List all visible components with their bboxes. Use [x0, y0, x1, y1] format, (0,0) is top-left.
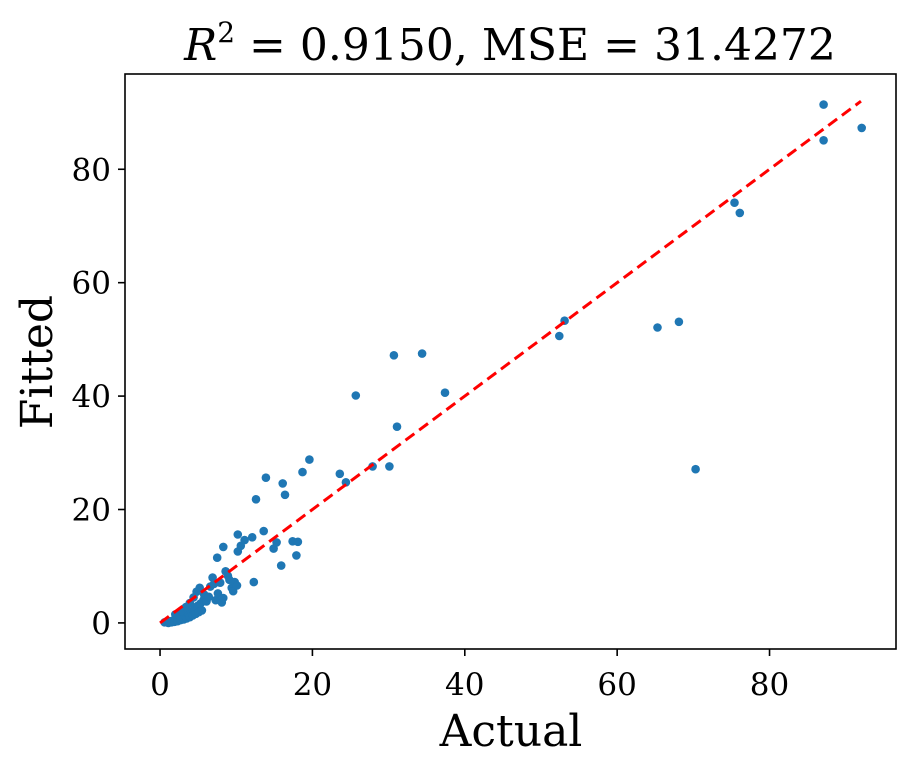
- x-axis-label: Actual: [439, 706, 583, 757]
- reference-line: [159, 100, 862, 625]
- data-point-56: [240, 535, 249, 545]
- data-point-59: [251, 495, 261, 504]
- title-r-symbol: R: [183, 20, 217, 71]
- data-point-24: [197, 606, 207, 615]
- data-point-52: [219, 542, 228, 552]
- data-point-57: [247, 533, 257, 542]
- plot-area: [159, 100, 866, 628]
- data-point-87: [735, 208, 745, 218]
- data-point-35: [204, 592, 214, 602]
- data-point-60: [259, 526, 269, 536]
- data-point-77: [389, 351, 399, 360]
- data-point-84: [674, 317, 684, 327]
- data-point-90: [857, 123, 866, 133]
- axis-ticks: 0 20 40 60 80 0 20 40 60 80: [72, 152, 790, 703]
- data-point-58: [249, 577, 259, 587]
- data-point-51: [212, 553, 222, 562]
- data-point-86: [730, 198, 739, 207]
- data-point-79: [417, 349, 427, 358]
- title-metrics: = 0.9150, MSE = 31.4272: [235, 20, 836, 71]
- data-point-85: [691, 464, 700, 474]
- y-tick-label: 20: [72, 493, 111, 529]
- title-r-exponent: 2: [217, 16, 235, 49]
- data-point-63: [272, 538, 281, 547]
- data-point-69: [293, 537, 303, 547]
- data-point-43: [219, 593, 228, 603]
- y-tick-label: 0: [91, 606, 111, 642]
- data-point-53: [233, 530, 243, 539]
- data-point-50: [232, 581, 242, 590]
- x-tick-label: 40: [445, 667, 484, 703]
- data-point-81: [555, 331, 564, 341]
- y-tick-label: 40: [72, 379, 111, 415]
- data-point-61: [261, 473, 271, 483]
- data-point-71: [305, 455, 314, 464]
- data-point-70: [298, 467, 307, 477]
- x-tick-label: 20: [293, 667, 332, 703]
- x-tick-label: 80: [750, 667, 789, 703]
- data-point-66: [280, 490, 290, 500]
- data-point-83: [653, 323, 662, 332]
- data-point-78: [392, 422, 402, 432]
- data-point-88: [819, 100, 828, 109]
- data-point-74: [351, 391, 361, 400]
- data-point-64: [276, 561, 286, 570]
- data-point-76: [385, 462, 394, 471]
- data-point-72: [335, 469, 345, 479]
- data-point-68: [292, 551, 301, 560]
- plot-frame: [124, 73, 897, 650]
- data-point-89: [819, 136, 828, 145]
- y-tick-label: 60: [72, 266, 111, 302]
- x-tick-label: 60: [597, 667, 636, 703]
- y-axis-label: Fitted: [12, 295, 63, 429]
- x-tick-label: 0: [150, 667, 170, 703]
- y-tick-label: 80: [72, 152, 111, 188]
- data-point-80: [440, 388, 450, 398]
- data-point-65: [278, 479, 288, 488]
- chart-title: R2 = 0.9150, MSE = 31.4272: [183, 16, 836, 71]
